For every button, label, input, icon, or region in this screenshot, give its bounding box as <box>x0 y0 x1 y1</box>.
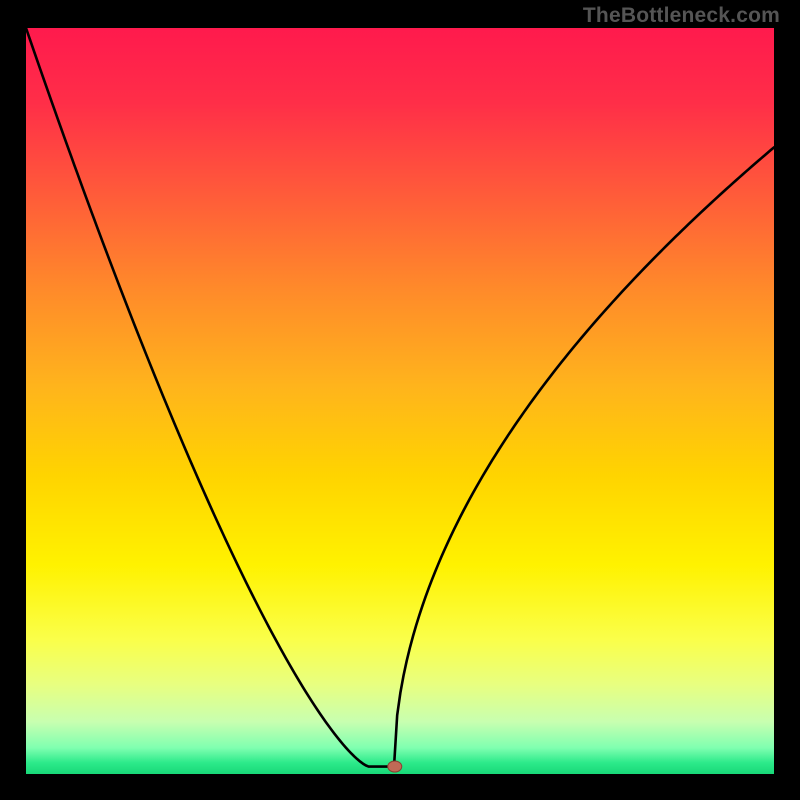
watermark-text: TheBottleneck.com <box>583 4 780 28</box>
minimum-marker <box>388 761 402 772</box>
plot-area <box>26 28 774 774</box>
plot-svg <box>26 28 774 774</box>
chart-frame: TheBottleneck.com <box>0 0 800 800</box>
gradient-background <box>26 28 774 774</box>
